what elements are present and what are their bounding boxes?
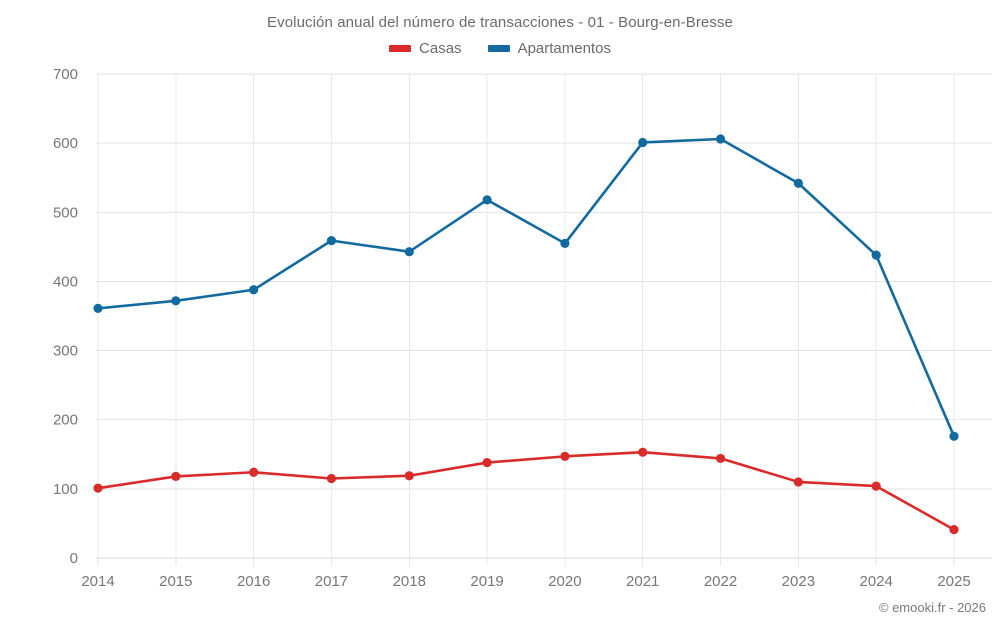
legend-swatch-casas	[389, 45, 412, 52]
y-axis-tick-label: 500	[53, 204, 78, 221]
y-axis-tick-label: 200	[53, 412, 78, 429]
y-axis-ticks: 0 100 200 300 400 500 600 700	[53, 66, 78, 567]
data-point[interactable]	[793, 477, 803, 487]
legend-item-apartamentos[interactable]: Apartamentos	[487, 40, 611, 57]
x-axis-tick-label: 2023	[782, 573, 815, 590]
series-apartamentos	[93, 134, 959, 441]
x-axis-tick-label: 2022	[704, 573, 737, 590]
data-point[interactable]	[326, 236, 337, 246]
x-axis-tick-label: 2014	[81, 573, 114, 590]
x-axis-tick-label: 2025	[937, 573, 970, 590]
data-point[interactable]	[715, 134, 726, 144]
x-axis-tick-label: 2021	[626, 573, 659, 590]
data-point[interactable]	[249, 467, 259, 477]
data-point[interactable]	[949, 431, 959, 441]
data-point[interactable]	[871, 481, 881, 491]
chart-legend: Casas Apartamentos	[0, 41, 1000, 56]
data-point[interactable]	[404, 247, 414, 257]
x-axis-tick-label: 2020	[548, 573, 581, 590]
credit-text: © emooki.fr - 2026	[878, 600, 986, 615]
legend-item-casas[interactable]: Casas	[389, 41, 462, 56]
data-point[interactable]	[404, 471, 414, 481]
data-point[interactable]	[93, 303, 103, 313]
data-point[interactable]	[482, 195, 492, 205]
x-axis-tick-label: 2018	[393, 573, 426, 590]
data-point[interactable]	[560, 238, 570, 248]
data-point[interactable]	[171, 471, 181, 482]
x-axis-tick-label: 2015	[159, 573, 192, 590]
data-point[interactable]	[93, 483, 103, 493]
data-point[interactable]	[638, 137, 648, 148]
y-axis-tick-label: 600	[53, 135, 78, 152]
data-point[interactable]	[949, 525, 959, 535]
data-point[interactable]	[249, 285, 259, 295]
y-axis-tick-label: 400	[53, 273, 78, 290]
chart-title: Evolución anual del número de transaccio…	[266, 14, 734, 31]
data-point[interactable]	[793, 178, 803, 188]
y-axis-tick-label: 0	[70, 550, 78, 567]
grid-horizontal	[96, 73, 992, 559]
data-point[interactable]	[638, 447, 648, 457]
series-line	[96, 137, 956, 438]
data-point[interactable]	[482, 457, 492, 468]
data-point[interactable]	[326, 473, 337, 484]
y-axis-tick-label: 100	[53, 481, 78, 498]
y-axis-tick-label: 300	[53, 343, 78, 360]
data-point[interactable]	[715, 453, 726, 464]
x-axis-tick-label: 2019	[470, 573, 503, 590]
data-point[interactable]	[871, 250, 881, 260]
legend-label-apartamentos: Apartamentos	[517, 40, 611, 57]
x-axis-tick-label: 2024	[859, 573, 892, 590]
series-casas	[93, 447, 959, 535]
grid-vertical	[97, 74, 955, 566]
legend-label-casas: Casas	[419, 40, 462, 57]
series-layer	[93, 134, 959, 535]
legend-swatch-apartamentos	[487, 45, 510, 52]
series-line	[96, 450, 956, 531]
x-axis-tick-label: 2016	[237, 573, 270, 590]
x-axis-tick-label: 2017	[315, 573, 348, 590]
y-axis-tick-label: 700	[53, 66, 78, 83]
data-point[interactable]	[171, 296, 181, 306]
x-axis-ticks: 2014 2015 2016 2017 2018 2019 2020 2021 2022 2023…	[81, 573, 970, 590]
data-point[interactable]	[560, 451, 570, 461]
